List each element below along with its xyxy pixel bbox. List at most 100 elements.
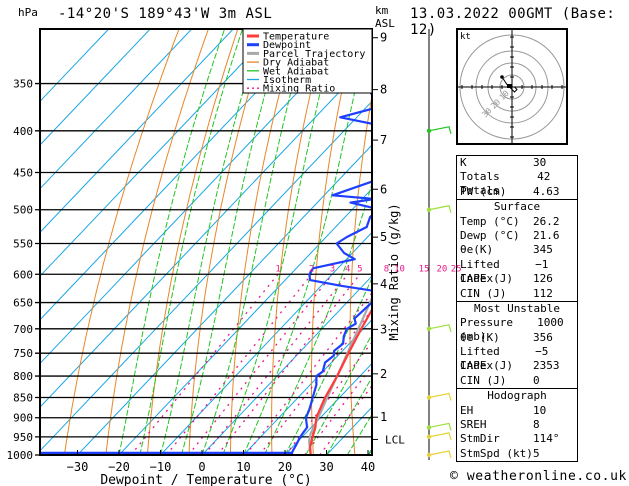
mixing-ratio-line: [203, 273, 349, 455]
pressure-tick-label: 950: [13, 431, 33, 444]
indices-panel: K 30 Totals Totals 42 PW (cm) 4.63 Surface Tem…: [456, 155, 578, 463]
surface-value: 126: [533, 272, 553, 286]
legend-label-dry_adiabat: Dry Adiabat: [263, 58, 329, 69]
indices-top-box: K 30 Totals Totals 42 PW (cm) 4.63: [456, 155, 578, 200]
most-unstable-label: CAPE (J): [460, 359, 513, 373]
mixing-ratio-label: 2: [309, 264, 314, 274]
most-unstable-box: Most Unstable Pressure (mb) 1000 θe (K) 356 L…: [456, 300, 578, 389]
hodograph-index-label: StmSpd (kt): [460, 446, 533, 460]
km-tick-label: 6: [380, 182, 387, 196]
mixing-ratio-label: 4: [345, 264, 350, 274]
x-tick-label: −30: [67, 460, 89, 474]
surface-label: Dewp (°C): [460, 228, 520, 242]
surface-label: CAPE (J): [460, 272, 513, 286]
isotherm-line: [40, 29, 276, 277]
datetime-title: 13.03.2022 00GMT (Base: 12): [410, 6, 616, 38]
surface-title: Surface: [493, 200, 541, 214]
most-unstable-title: Most Unstable: [473, 301, 561, 315]
wind-barb: [428, 126, 452, 134]
most-unstable-value: 356: [533, 330, 553, 344]
hodograph-index-row: StmSpd (kt) 5: [457, 447, 577, 461]
pressure-tick-label: 600: [13, 268, 33, 281]
x-tick-label: 10: [236, 460, 250, 474]
surface-value: 21.6: [533, 228, 560, 242]
dry-adiabat-line: [620, 29, 629, 455]
wind-barb: [428, 432, 452, 441]
index-label: PW (cm): [460, 184, 507, 198]
surface-row: CIN (J) 112: [457, 287, 577, 301]
isotherm-line: [40, 56, 372, 408]
pressure-axis-unit: hPa: [18, 6, 38, 19]
pressure-tick-label: 500: [13, 204, 33, 217]
index-label: Totals Totals: [460, 170, 500, 198]
isotherm-line: [40, 29, 317, 321]
surface-label: CIN (J): [460, 286, 507, 300]
dry-adiabat-line: [424, 29, 444, 455]
most-unstable-label: Lifted Index: [460, 345, 500, 373]
axes: −30 −20 −10 0 10 20 30 40 Dewpoint / Temperature…: [67, 31, 462, 486]
pressure-tick-label: 1000: [7, 449, 34, 462]
most-unstable-label: Pressure (mb): [460, 316, 513, 344]
height-unit-asl: ASL: [375, 17, 395, 30]
isotherm-line: [118, 187, 372, 455]
surface-label: Lifted Index: [460, 257, 500, 285]
surface-row: CAPE (J) 126: [457, 272, 577, 286]
x-tick-label: −10: [150, 460, 172, 474]
mixing-ratio-line: [165, 273, 313, 455]
isobars: 350 400 450 500 550 600 650 700 750 800 850 900 950 1…: [7, 78, 372, 462]
x-axis-title: Dewpoint / Temperature (°C): [100, 473, 311, 486]
lcl-label: LCL: [385, 433, 405, 446]
hodograph-index-title: Hodograph: [487, 389, 547, 403]
km-tick-label: 7: [380, 133, 387, 147]
hodograph-index-label: SREH: [460, 418, 487, 432]
surface-row: Lifted Index −1: [457, 257, 577, 285]
most-unstable-value: −5: [535, 345, 549, 359]
dry-adiabat-line: [63, 29, 180, 455]
hodograph-index-value: 114°: [533, 432, 560, 446]
most-unstable-label: CIN (J): [460, 373, 507, 387]
x-tick-label: 30: [319, 460, 333, 474]
isotherm-line: [160, 231, 372, 455]
x-tick-label: 20: [278, 460, 292, 474]
legend-box: [242, 28, 373, 94]
hodograph-trace: [501, 76, 518, 93]
hodograph-box: Hodograph EH 10 SREH 8 StmDir 114° StmSpd (kt) 5: [456, 388, 578, 463]
hodograph-index-value: 8: [533, 418, 540, 432]
wind-barb: [428, 450, 452, 459]
most-unstable-row: CAPE (J) 2353: [457, 359, 577, 373]
pressure-tick-label: 850: [13, 391, 33, 404]
hodograph-index-row: EH 10: [457, 404, 577, 418]
x-tick-label: 40: [361, 460, 375, 474]
mixing-ratio-label: 15: [419, 264, 430, 274]
most-unstable-value: 0: [533, 373, 540, 387]
pressure-tick-label: 700: [13, 323, 33, 336]
index-label: K: [460, 156, 467, 169]
most-unstable-row: Pressure (mb) 1000: [457, 316, 577, 344]
surface-row: Dewp (°C) 21.6: [457, 229, 577, 243]
legend-label-isotherm: Isotherm: [263, 75, 311, 86]
mixing-ratio-axis-title: Mixing Ratio (g/kg): [387, 203, 401, 340]
legend-label-mixing_ratio: Mixing Ratio: [263, 84, 335, 95]
km-tick-label: 1: [380, 410, 387, 424]
pressure-tick-label: 750: [13, 347, 33, 360]
mixing-ratio-line: [245, 291, 372, 455]
hodograph-index-value: 5: [533, 446, 540, 460]
surface-row: Temp (°C) 26.2: [457, 215, 577, 229]
mixing-ratio-label: 1: [275, 264, 280, 274]
hodograph-index-value: 10: [533, 403, 547, 417]
km-tick-label: 9: [380, 31, 387, 45]
most-unstable-value: 1000: [537, 316, 564, 330]
wind-barb: [428, 392, 452, 401]
isotherm-line: [284, 362, 372, 455]
km-tick-label: 4: [380, 277, 387, 291]
km-tick-label: 2: [380, 367, 387, 381]
isotherm-line: [40, 29, 234, 234]
pressure-tick-label: 900: [13, 412, 33, 425]
surface-value: 345: [533, 243, 553, 257]
wet-adiabat-line: [326, 376, 372, 455]
index-value: 30: [533, 156, 547, 169]
index-value: 42: [537, 170, 551, 184]
most-unstable-row: CIN (J) 0: [457, 374, 577, 388]
surface-value: 112: [533, 286, 553, 300]
